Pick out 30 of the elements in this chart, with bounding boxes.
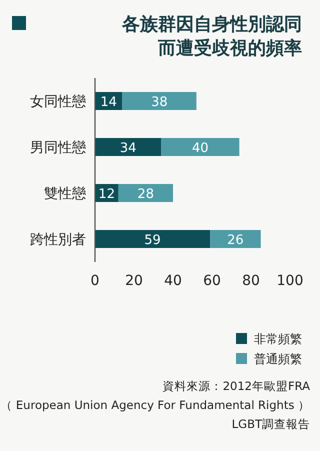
- x-tick-label: 40: [164, 273, 182, 289]
- text: LGBT調查報告: [232, 417, 310, 431]
- x-tick-label: 80: [242, 273, 260, 289]
- data-label: 40: [192, 141, 209, 156]
- y-tick-label: 女同性戀: [30, 94, 86, 110]
- data-label: 26: [227, 233, 244, 248]
- x-tick-label: 100: [276, 273, 304, 289]
- source-note: 資料來源：2012年歐盟FRA: [162, 379, 310, 393]
- data-label: 14: [100, 95, 117, 110]
- data-label: 59: [144, 233, 161, 248]
- bar: [95, 230, 210, 248]
- y-tick-label: 男同性戀: [30, 140, 86, 156]
- bar: [161, 138, 240, 156]
- bar: [122, 92, 196, 110]
- y-tick-label: 跨性別者: [30, 232, 86, 248]
- bar: [118, 184, 173, 202]
- chart-title: 各族群因自身性別認同而遭受歧視的頻率: [121, 14, 302, 59]
- x-tick-label: 0: [90, 273, 100, 289]
- bar: [95, 138, 162, 156]
- y-tick-label: 雙性戀: [44, 186, 86, 202]
- data-label: 38: [151, 95, 168, 110]
- text: （ European Union Agency For Fundamental Rights ）: [0, 398, 310, 412]
- data-label: 34: [120, 141, 136, 156]
- bar: [210, 230, 261, 248]
- legend-label: 非常頻繁: [254, 332, 302, 346]
- x-tick-label: 60: [203, 273, 221, 289]
- x-tick-label: 20: [125, 273, 143, 289]
- data-label: 12: [98, 187, 115, 202]
- data-label: 28: [137, 187, 154, 202]
- legend-label: 普通頻繁: [254, 352, 302, 366]
